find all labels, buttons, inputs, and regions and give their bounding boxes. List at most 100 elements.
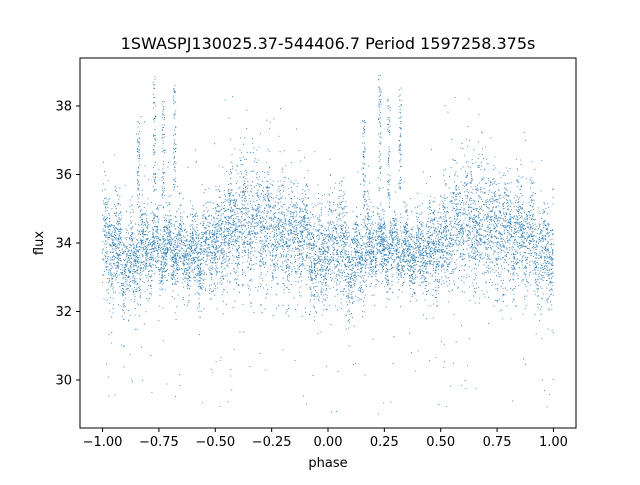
data-point <box>539 282 541 284</box>
data-point <box>366 242 368 244</box>
data-point <box>408 256 410 258</box>
data-point <box>546 203 548 205</box>
data-point <box>312 206 314 208</box>
data-point <box>264 198 266 200</box>
data-point <box>289 216 291 218</box>
data-point <box>355 295 357 297</box>
data-point <box>232 235 234 237</box>
data-point <box>214 231 216 233</box>
data-point <box>506 252 508 254</box>
data-point <box>533 234 535 236</box>
data-point <box>356 268 358 271</box>
data-point <box>382 217 384 219</box>
data-point <box>200 310 202 312</box>
data-point <box>403 228 405 230</box>
data-point <box>359 286 361 288</box>
data-point <box>131 196 133 198</box>
data-point <box>436 249 439 251</box>
data-point <box>548 234 550 237</box>
data-point <box>199 243 201 246</box>
data-point <box>339 270 341 272</box>
data-point <box>453 283 455 285</box>
data-point <box>455 206 457 208</box>
data-point <box>236 180 238 182</box>
data-point <box>545 262 548 264</box>
data-point <box>414 207 416 209</box>
data-point <box>338 196 340 198</box>
data-point <box>206 218 208 220</box>
data-point <box>248 244 251 246</box>
data-point <box>241 221 243 223</box>
data-point <box>261 220 263 222</box>
data-point <box>552 263 554 265</box>
data-point <box>224 275 226 277</box>
data-point <box>520 224 522 226</box>
data-point <box>345 201 347 203</box>
data-point <box>161 283 163 285</box>
data-point <box>384 229 386 231</box>
data-point <box>508 220 510 222</box>
data-point <box>459 239 461 241</box>
data-point <box>360 287 362 289</box>
data-point <box>550 247 552 249</box>
data-point <box>437 273 440 275</box>
data-point <box>456 208 458 210</box>
data-point <box>452 196 454 198</box>
data-point <box>434 229 436 231</box>
data-point <box>422 257 424 259</box>
data-point <box>332 253 334 255</box>
data-point <box>328 201 331 203</box>
data-point <box>515 158 517 160</box>
data-point <box>487 193 489 195</box>
data-point <box>506 202 508 204</box>
data-point <box>379 251 381 253</box>
data-point <box>124 245 126 247</box>
data-point <box>404 254 406 256</box>
data-point <box>380 272 382 274</box>
data-point <box>304 207 306 209</box>
data-point <box>244 201 246 203</box>
data-point <box>343 279 345 282</box>
data-point <box>220 243 222 245</box>
data-point <box>444 222 446 224</box>
data-point <box>339 218 341 220</box>
data-point <box>504 251 506 253</box>
data-point <box>542 247 544 249</box>
data-point <box>519 223 521 225</box>
data-point <box>162 246 164 248</box>
data-point <box>372 252 374 254</box>
data-point <box>305 224 307 226</box>
data-point <box>278 191 280 193</box>
data-point <box>392 276 394 278</box>
data-point <box>515 227 517 229</box>
data-point <box>143 268 145 270</box>
data-point <box>173 270 175 272</box>
data-point <box>192 245 194 247</box>
data-point <box>193 208 195 210</box>
data-point <box>105 247 107 249</box>
data-point <box>302 188 304 190</box>
data-point <box>163 219 165 221</box>
data-point <box>114 394 116 396</box>
data-point <box>174 221 176 223</box>
data-point <box>215 256 218 258</box>
data-point <box>456 224 458 226</box>
data-point <box>399 261 401 263</box>
data-point <box>123 302 125 304</box>
data-point <box>125 239 128 241</box>
data-point <box>256 212 258 214</box>
data-point <box>234 234 236 236</box>
data-point <box>177 281 179 283</box>
data-point <box>479 233 481 235</box>
data-point <box>293 265 295 267</box>
data-point <box>504 183 506 185</box>
data-point <box>309 232 311 234</box>
data-point <box>244 180 246 182</box>
data-point <box>132 263 134 265</box>
data-point <box>328 248 330 250</box>
data-point <box>190 259 192 262</box>
data-point <box>298 242 300 244</box>
data-point <box>235 217 237 219</box>
data-point <box>260 225 262 227</box>
data-point <box>208 246 211 248</box>
